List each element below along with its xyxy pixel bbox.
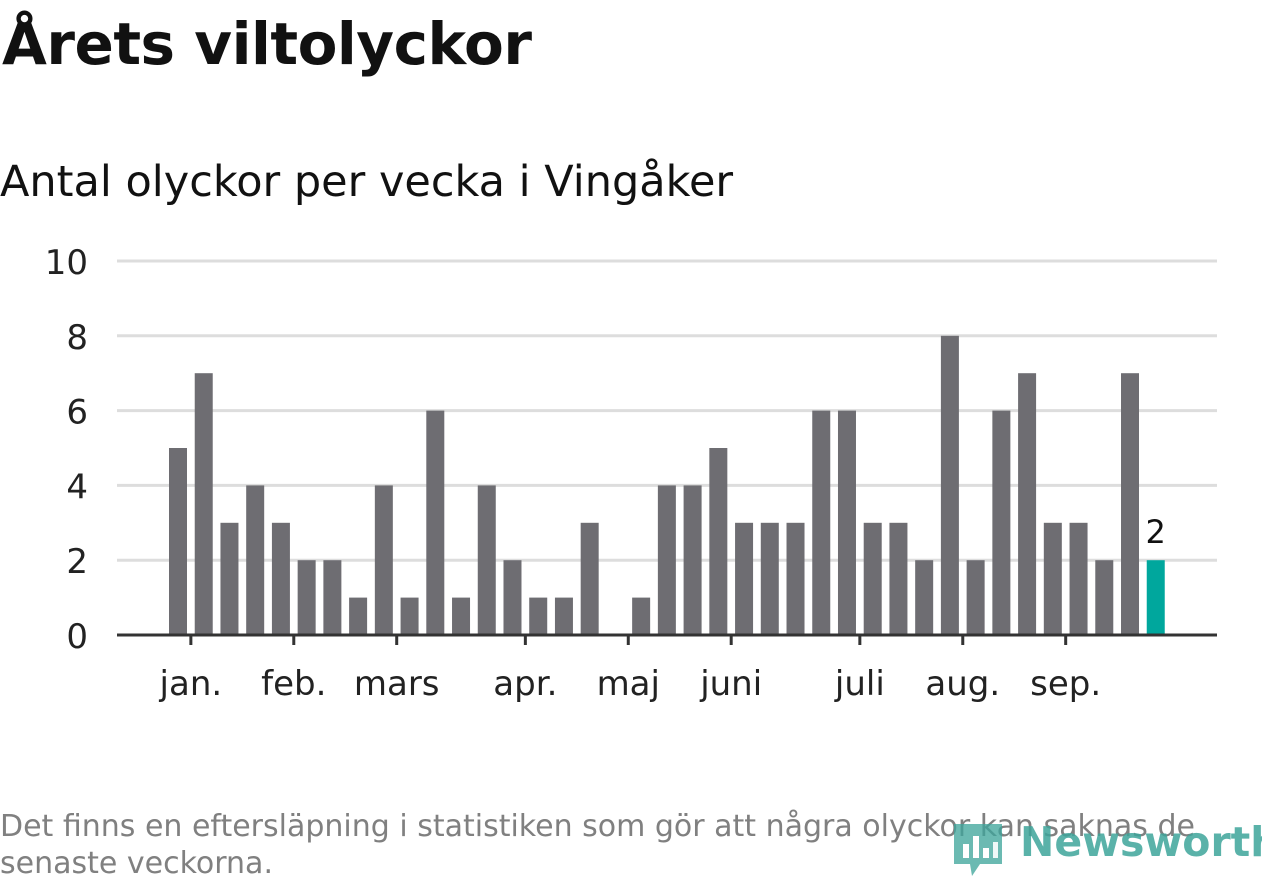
x-tick-label: juli (834, 664, 885, 704)
bar (374, 485, 393, 635)
logo-chart-icon (954, 824, 1002, 876)
x-tick-label: feb. (261, 664, 326, 704)
bar (194, 373, 213, 635)
x-tick-label: mars (354, 664, 440, 704)
x-tick-label: jan. (159, 664, 223, 704)
x-tick-label: aug. (925, 664, 1000, 704)
bar (683, 485, 702, 635)
bar (966, 560, 985, 635)
bar (426, 410, 445, 635)
bar (452, 597, 471, 635)
y-tick-label: 8 (66, 318, 88, 358)
y-tick-label: 4 (66, 467, 88, 507)
data-label: 2 (1146, 513, 1166, 551)
bar (1095, 560, 1114, 635)
bar (503, 560, 522, 635)
x-tick-label: sep. (1030, 664, 1101, 704)
bar (709, 448, 728, 635)
y-tick-label: 2 (66, 542, 88, 582)
bar (271, 522, 290, 635)
bar (323, 560, 342, 635)
bar (632, 597, 651, 635)
y-tick-label: 6 (66, 393, 88, 433)
bar (863, 522, 882, 635)
bar (580, 522, 599, 635)
highlight-bar (1146, 560, 1165, 635)
bar (786, 522, 805, 635)
bar (940, 335, 959, 635)
bar (529, 597, 548, 635)
bar (297, 560, 316, 635)
bar (992, 410, 1011, 635)
x-tick-label: maj (597, 664, 660, 704)
bar (220, 522, 239, 635)
bar (1043, 522, 1062, 635)
bar (915, 560, 934, 635)
bar (657, 485, 676, 635)
bar (812, 410, 831, 635)
y-tick-label: 10 (45, 243, 88, 283)
page-title: Årets viltolyckor (2, 10, 532, 78)
bar (554, 597, 573, 635)
bar (735, 522, 754, 635)
x-tick-label: juni (699, 664, 762, 704)
bar (760, 522, 779, 635)
bar (1069, 522, 1088, 635)
bar (1121, 373, 1140, 635)
bar (1018, 373, 1037, 635)
bar (169, 448, 187, 635)
newsworthy-logo: Newsworthy (950, 818, 1262, 878)
bar (400, 597, 419, 635)
bar-chart: 0 2 4 6 8 10 jan. feb. mars apr. maj juni juli aug. se… (45, 243, 1217, 704)
bar (889, 522, 908, 635)
bar (477, 485, 496, 635)
bar (246, 485, 265, 635)
chart-subtitle: Antal olyckor per vecka i Vingåker (0, 157, 734, 207)
logo-text: Newsworthy (1020, 818, 1262, 866)
y-tick-label: 0 (66, 617, 88, 657)
x-tick-label: apr. (493, 664, 557, 704)
bar (837, 410, 856, 635)
bar (349, 597, 368, 635)
